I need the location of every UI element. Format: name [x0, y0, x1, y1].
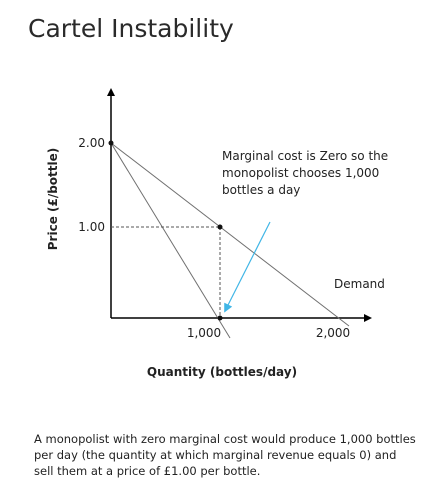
x-tick-label: 2,000 [316, 326, 350, 340]
marginal-revenue-curve [110, 142, 231, 339]
x-axis-label: Quantity (bottles/day) [147, 365, 297, 379]
annotation-line: monopolist chooses 1,000 [222, 166, 379, 180]
monopoly-point [217, 224, 223, 230]
caption: A monopolist with zero marginal cost wou… [34, 432, 416, 478]
annotation-line: Marginal cost is Zero so the [222, 149, 388, 163]
demand-curve [110, 142, 350, 327]
y-tick-label: 1.00 [78, 220, 105, 234]
y-tick-label: 2.00 [78, 136, 105, 150]
pointer-arrow [224, 221, 271, 313]
demand-label: Demand [334, 277, 385, 291]
x-tick-label: 1,000 [187, 326, 221, 340]
mr-zero-point [217, 315, 223, 321]
annotation-line: bottles a day [222, 183, 300, 197]
intercept-point [108, 140, 114, 146]
slide-title: Cartel Instability [28, 14, 234, 43]
y-axis-label: Price (£/bottle) [46, 148, 60, 251]
